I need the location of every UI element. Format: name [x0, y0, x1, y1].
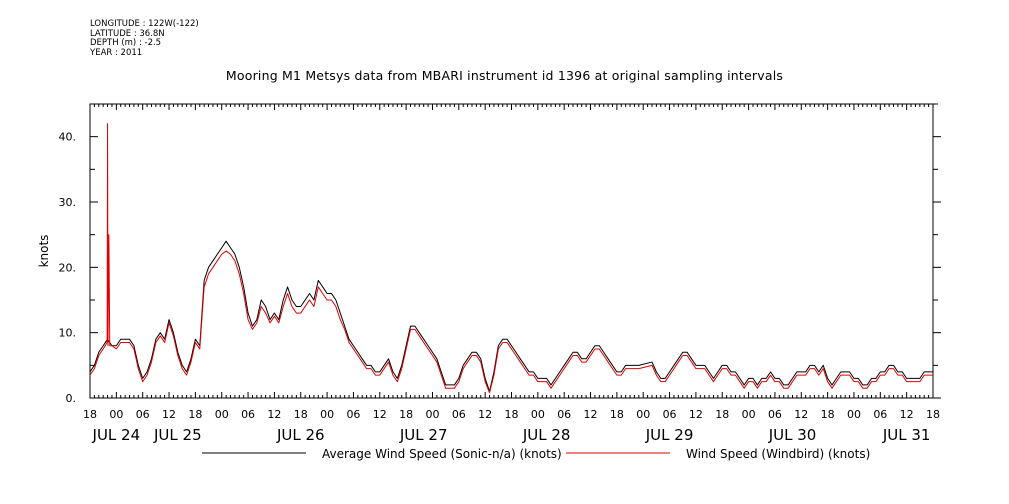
x-tick-label: 00 — [742, 408, 756, 421]
x-tick-label: 18 — [294, 408, 308, 421]
data-series — [89, 123, 933, 394]
x-tick-label: 00 — [531, 408, 545, 421]
longitude-label: LONGITUDE : 122W(-122) — [90, 19, 199, 29]
x-tick-label: 12 — [900, 408, 914, 421]
y-tick-label: 30. — [59, 196, 77, 209]
year-label: YEAR : 2011 — [90, 47, 143, 58]
y-tick-label: 40. — [59, 131, 77, 144]
day-label: JUL 30 — [768, 426, 817, 444]
y-tick-labels: 0. 10. 20. 30. 40. — [59, 131, 77, 405]
x-tick-label: 06 — [241, 408, 255, 421]
axis-ticks — [89, 103, 941, 399]
x-tick-label: 18 — [505, 408, 519, 421]
y-tick-label: 10. — [59, 327, 77, 340]
x-tick-label: 06 — [452, 408, 466, 421]
day-label: JUL 31 — [882, 426, 931, 444]
x-tick-label: 12 — [373, 408, 387, 421]
x-tick-label: 18 — [188, 408, 202, 421]
day-label: JUL 28 — [522, 426, 571, 444]
x-tick-label: 00 — [425, 408, 439, 421]
x-tick-label: 06 — [873, 408, 887, 421]
x-tick-label: 18 — [610, 408, 624, 421]
x-tick-label: 00 — [109, 408, 123, 421]
series-line-sonic — [89, 240, 933, 392]
x-tick-label: 18 — [399, 408, 413, 421]
day-label: JUL 29 — [645, 426, 694, 444]
legend: Average Wind Speed (Sonic-n/a) (knots) W… — [202, 447, 870, 461]
y-tick-label: 0. — [66, 392, 77, 405]
x-tick-label: 12 — [584, 408, 598, 421]
series-line-windbird — [89, 123, 933, 394]
legend-label-sonic: Average Wind Speed (Sonic-n/a) (knots) — [322, 447, 562, 461]
x-tick-label: 00 — [636, 408, 650, 421]
latitude-label: LATITUDE : 36.8N — [90, 28, 165, 39]
x-tick-label: 06 — [346, 408, 360, 421]
x-tick-label: 06 — [768, 408, 782, 421]
x-tick-label: 18 — [715, 408, 729, 421]
x-tick-label: 12 — [478, 408, 492, 421]
day-label: JUL 27 — [399, 426, 448, 444]
day-label: JUL 26 — [276, 426, 325, 444]
x-tick-label: 18 — [821, 408, 835, 421]
x-tick-label: 18 — [926, 408, 940, 421]
day-label: JUL 24 — [92, 426, 141, 444]
x-tick-label: 06 — [136, 408, 150, 421]
x-tick-label: 12 — [162, 408, 176, 421]
x-tick-label: 00 — [215, 408, 229, 421]
x-tick-labels: 18 00 06 12 18 00 06 12 18 00 06 12 18 00 06 12 18 00 06 12… — [83, 408, 940, 421]
plot-frame — [89, 103, 934, 399]
legend-label-windbird: Wind Speed (Windbird) (knots) — [686, 447, 870, 461]
chart-title: Mooring M1 Metsys data from MBARI instru… — [225, 68, 784, 83]
x-tick-label: 06 — [663, 408, 677, 421]
x-tick-label: 18 — [83, 408, 97, 421]
day-labels: JUL 24 JUL 25 JUL 26 JUL 27 JUL 28 JUL 29 JUL … — [92, 426, 931, 444]
day-label: JUL 25 — [153, 426, 202, 444]
x-tick-label: 00 — [320, 408, 334, 421]
x-tick-label: 00 — [847, 408, 861, 421]
x-tick-label: 12 — [689, 408, 703, 421]
y-tick-label: 20. — [59, 261, 77, 274]
metadata-block: LONGITUDE : 122W(-122) LATITUDE : 36.8N … — [90, 19, 199, 58]
y-axis-label: knots — [37, 235, 51, 268]
x-tick-label: 12 — [267, 408, 281, 421]
depth-label: DEPTH (m) : -2.5 — [90, 38, 162, 48]
x-tick-label: 06 — [557, 408, 571, 421]
x-tick-label: 12 — [794, 408, 808, 421]
